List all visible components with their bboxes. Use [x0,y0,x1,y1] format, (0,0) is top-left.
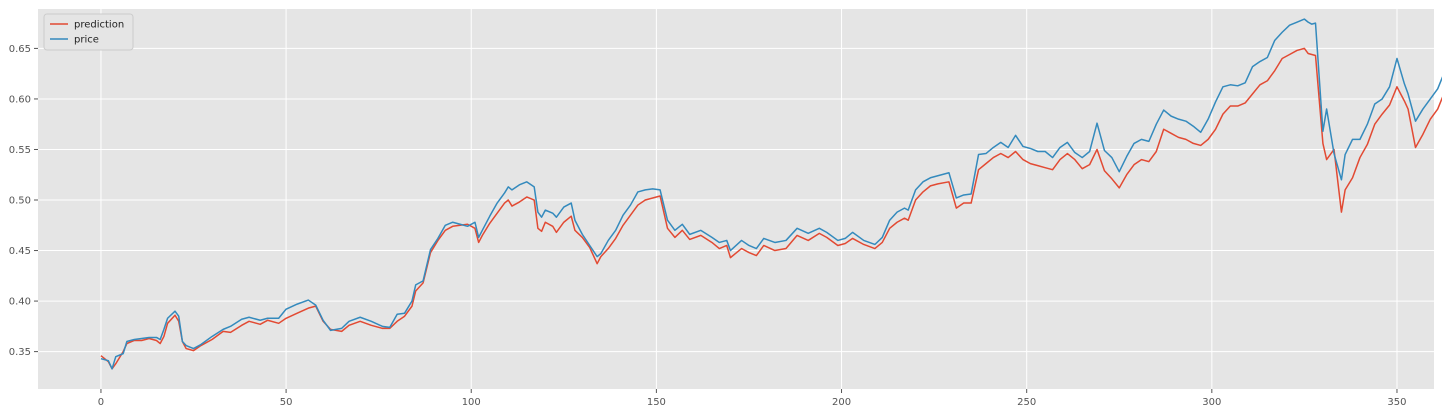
series-line-prediction [100,47,1442,370]
y-tick-label: 0.55 [9,145,31,156]
plot-area [38,9,1434,389]
series-layer [100,18,1442,370]
x-tick-label: 350 [1387,397,1406,408]
x-tick-label: 300 [1202,397,1221,408]
legend-box [43,13,134,51]
y-tick-label: 0.40 [9,297,31,308]
x-tick-label: 150 [647,397,666,408]
x-tick-label: 100 [462,397,481,408]
legend-label-price: price [74,35,99,46]
y-axis: 0.35 0.40 0.45 0.50 0.55 0.60 0.65 [9,44,38,358]
x-tick-label: 250 [1017,397,1036,408]
legend: prediction price [43,13,134,51]
y-tick-label: 0.45 [9,246,31,257]
x-tick-label: 50 [280,397,293,408]
x-axis: 0 50 100 150 200 250 300 350 [98,389,1407,408]
legend-label-prediction: prediction [74,20,124,31]
y-tick-label: 0.50 [9,196,31,207]
y-tick-label: 0.65 [9,44,31,55]
y-tick-label: 0.60 [9,94,31,105]
y-tick-label: 0.35 [9,347,31,358]
series-line-price [100,18,1442,370]
x-tick-label: 200 [832,397,851,408]
x-tick-label: 0 [98,397,104,408]
grid-lines [38,9,1434,389]
